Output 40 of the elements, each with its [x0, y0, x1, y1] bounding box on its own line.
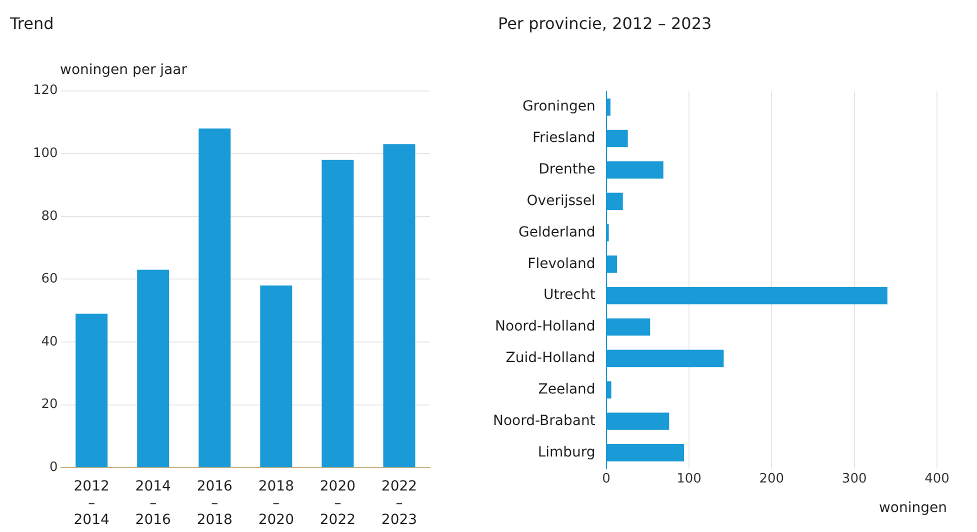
chart-title: Per provincie, 2012 – 2023 — [498, 14, 712, 33]
x-tick-label: 2014 – 2016 — [135, 478, 172, 528]
bar — [76, 314, 108, 468]
y-tick-label: 40 — [41, 334, 58, 350]
x-tick-label: 100 — [676, 472, 702, 487]
y-tick-label: Utrecht — [543, 287, 596, 304]
y-tick-label: Noord-Brabant — [492, 412, 596, 429]
x-tick-label: 0 — [602, 472, 610, 487]
x-tick-label: 2018 – 2020 — [258, 478, 294, 528]
x-tick-label: 2012 – 2014 — [74, 478, 110, 528]
y-tick-label: Drenthe — [538, 162, 596, 178]
y-tick-label: Zeeland — [538, 382, 596, 398]
bar — [198, 128, 231, 468]
y-tick-label: Groningen — [522, 98, 596, 115]
y-tick-label: 80 — [41, 208, 58, 224]
y-tick-label: 100 — [32, 146, 58, 161]
bar — [137, 270, 170, 468]
y-tick-label: 60 — [41, 272, 58, 287]
y-tick-label: Noord-Holland — [495, 318, 596, 335]
y-tick-label: Limburg — [538, 444, 596, 460]
bar — [322, 160, 354, 468]
y-tick-label: Overijssel — [526, 193, 596, 209]
chart-title: Trend — [10, 14, 54, 33]
x-tick-label: 2016 – 2018 — [196, 478, 233, 528]
x-tick-label: 2022 – 2023 — [381, 478, 418, 528]
y-tick-label: Flevoland — [528, 256, 596, 272]
x-axis-title: woningen — [878, 500, 947, 516]
y-tick-label: 120 — [32, 83, 58, 98]
x-tick-label: 2020 – 2022 — [320, 478, 356, 528]
x-tick-label: 300 — [842, 472, 867, 487]
y-tick-label: Gelderland — [518, 224, 596, 240]
x-tick-label: 200 — [759, 472, 784, 487]
y-tick-label: 20 — [41, 397, 58, 412]
x-tick-label: 400 — [924, 472, 950, 487]
bar — [383, 144, 416, 468]
y-axis-title: woningen per jaar — [60, 62, 187, 78]
y-tick-label: Friesland — [532, 130, 596, 146]
y-tick-label: Zuid-Holland — [506, 350, 596, 366]
y-tick-label: 0 — [50, 460, 58, 475]
bar — [260, 285, 292, 468]
